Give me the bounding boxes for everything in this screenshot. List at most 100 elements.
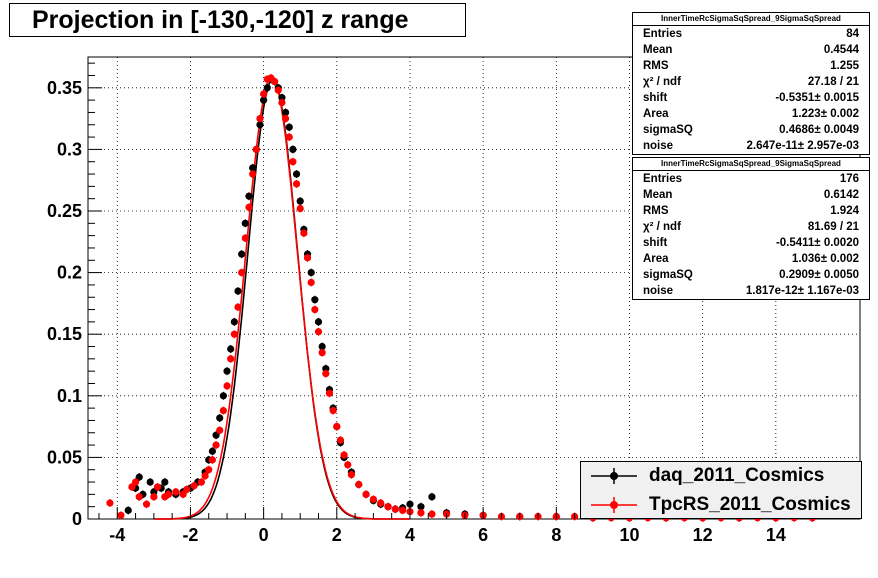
- stats-value: 2.647e-11± 2.957e-03: [746, 140, 859, 152]
- stats-box-tpcrs: InnerTimeRcSigmaSqSpread_9SigmaSqSpread …: [632, 157, 870, 300]
- stats-value: 84: [846, 28, 859, 40]
- data-point: [340, 451, 348, 459]
- data-point: [227, 345, 235, 353]
- stats-row: Mean 0.4544: [633, 42, 869, 58]
- x-tick-label: -4: [109, 525, 125, 545]
- x-tick-label: 2: [332, 525, 342, 545]
- stats-key: sigmaSQ: [643, 124, 693, 136]
- data-point: [142, 500, 151, 508]
- data-point: [190, 482, 198, 490]
- data-point: [106, 499, 114, 507]
- stats-row: shift -0.5411± 0.0020: [633, 235, 869, 251]
- data-point: [260, 90, 268, 98]
- data-point: [428, 493, 436, 501]
- data-point: [329, 406, 337, 415]
- y-tick-label: 0.25: [47, 201, 82, 221]
- stats-key: Entries: [643, 173, 682, 185]
- stats-key: χ² / ndf: [643, 221, 681, 233]
- data-point: [146, 478, 154, 486]
- data-point: [249, 170, 257, 178]
- data-point: [256, 115, 264, 123]
- y-tick-label: 0: [72, 509, 82, 529]
- data-point: [285, 133, 293, 141]
- data-point: [153, 483, 162, 491]
- data-point: [322, 365, 330, 373]
- stats-box-daq: InnerTimeRcSigmaSqSpread_9SigmaSqSpread …: [632, 12, 870, 155]
- stats-key: Entries: [643, 28, 682, 40]
- stats-value: 0.4544: [823, 44, 859, 56]
- data-point: [311, 305, 319, 314]
- legend-marker-icon: [591, 468, 637, 484]
- data-point: [241, 219, 249, 227]
- data-point: [292, 180, 301, 188]
- data-point: [135, 473, 143, 481]
- data-point: [241, 234, 249, 242]
- data-point: [278, 94, 286, 102]
- data-point: [274, 86, 282, 94]
- stats-value: 1.255: [830, 60, 859, 72]
- stats-value: 1.924: [830, 205, 859, 217]
- data-point: [285, 123, 293, 131]
- stats-value: 0.4686± 0.0049: [779, 124, 859, 136]
- data-point: [325, 389, 334, 397]
- stats-header: InnerTimeRcSigmaSqSpread_9SigmaSqSpread: [633, 13, 869, 26]
- data-point: [347, 471, 356, 479]
- data-point: [256, 121, 264, 129]
- x-tick-label: 12: [693, 525, 713, 545]
- data-point: [399, 506, 407, 514]
- legend-label: daq_2011_Cosmics: [649, 465, 825, 486]
- data-point: [230, 330, 238, 338]
- stats-key: Mean: [643, 44, 673, 56]
- stats-key: noise: [643, 285, 674, 297]
- data-point: [428, 510, 436, 518]
- data-point: [150, 488, 158, 496]
- y-tick-label: 0.3: [57, 139, 82, 159]
- stats-row: Entries 176: [633, 171, 869, 187]
- stats-row: Entries 84: [633, 26, 869, 42]
- data-point: [223, 367, 231, 375]
- data-point: [216, 414, 224, 422]
- stats-row: noise 1.817e-12± 1.167e-03: [633, 283, 869, 299]
- data-point: [161, 478, 169, 486]
- grid-lines: [88, 57, 860, 519]
- data-point: [172, 488, 180, 496]
- data-point: [238, 269, 246, 277]
- data-point: [307, 278, 315, 287]
- x-tick-label: -2: [182, 525, 198, 545]
- stats-key: noise: [643, 140, 674, 152]
- data-point: [300, 229, 308, 237]
- x-tick-label: 0: [259, 525, 269, 545]
- stats-row: RMS 1.924: [633, 203, 869, 219]
- y-tick-label: 0.35: [47, 78, 82, 98]
- x-tick-label: 6: [478, 525, 488, 545]
- data-point: [296, 197, 304, 205]
- data-point: [311, 296, 319, 304]
- data-point: [208, 447, 216, 455]
- data-point: [212, 431, 220, 439]
- stats-row: Area 1.223± 0.002: [633, 106, 869, 122]
- stats-key: sigmaSQ: [643, 269, 693, 281]
- data-point: [344, 461, 352, 469]
- data-point: [234, 287, 242, 295]
- stats-row: sigmaSQ 0.4686± 0.0049: [633, 122, 869, 138]
- stats-key: Area: [643, 253, 669, 265]
- y-tick-label: 0.2: [57, 263, 82, 283]
- stats-key: shift: [643, 92, 668, 104]
- chart-title: Projection in [-130,-120] z range: [9, 3, 466, 37]
- data-point: [362, 490, 370, 498]
- data-point: [296, 204, 304, 213]
- data-point: [208, 456, 216, 464]
- data-point: [135, 493, 143, 501]
- fit-curves: [153, 76, 410, 520]
- legend-entry-daq: daq_2011_Cosmics: [581, 462, 861, 490]
- data-point: [336, 436, 345, 444]
- data-point: [260, 96, 268, 104]
- legend-label: TpcRS_2011_Cosmics: [649, 494, 851, 515]
- stats-row: Mean 0.6142: [633, 187, 869, 203]
- stats-header: InnerTimeRcSigmaSqSpread_9SigmaSqSpread: [633, 158, 869, 171]
- data-point: [281, 108, 290, 117]
- legend-entry-tpcrs: TpcRS_2011_Cosmics: [581, 491, 861, 519]
- stats-key: Area: [643, 108, 669, 120]
- data-point: [355, 480, 363, 489]
- data-point: [307, 269, 315, 277]
